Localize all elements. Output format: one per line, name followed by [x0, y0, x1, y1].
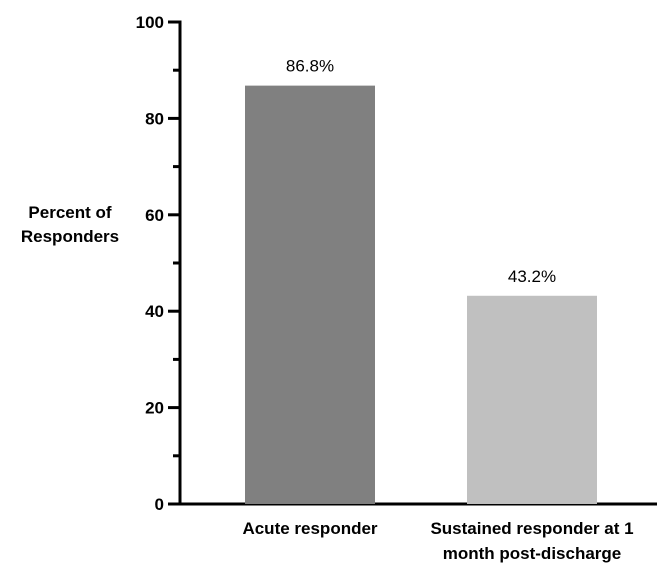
y-tick-label: 20	[145, 399, 164, 418]
x-tick-label: Sustained responder at 1 month post-disch…	[430, 519, 633, 563]
x-tick-label: Acute responder	[242, 519, 377, 538]
y-axis-label: Percent of Responders	[21, 203, 119, 246]
y-tick-label: 80	[145, 109, 164, 128]
y-tick-label: 60	[145, 206, 164, 225]
value-label: 43.2%	[508, 267, 556, 286]
y-tick-label: 40	[145, 302, 164, 321]
y-tick-label: 0	[155, 495, 164, 514]
y-tick-label: 100	[136, 13, 164, 32]
bar	[467, 295, 597, 504]
bar	[245, 85, 375, 505]
value-label: 86.8%	[286, 57, 334, 76]
